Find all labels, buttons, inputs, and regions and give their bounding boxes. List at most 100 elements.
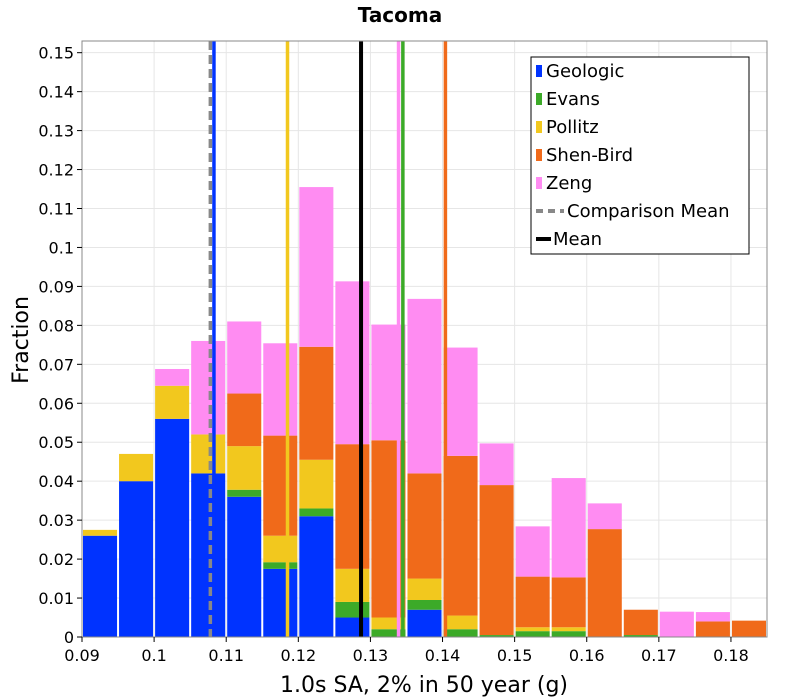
legend-swatch-evans xyxy=(536,93,542,105)
x-tick-label: 0.18 xyxy=(713,646,749,665)
legend-swatch-shen-bird xyxy=(536,149,542,161)
bar-pollitz-8 xyxy=(371,617,406,630)
legend-swatch-pollitz xyxy=(536,121,542,133)
bar-shen-bird-11 xyxy=(479,485,514,636)
bar-pollitz-5 xyxy=(263,535,298,563)
bar-pollitz-9 xyxy=(407,578,442,600)
x-tick-label: 0.13 xyxy=(353,646,389,665)
bar-geologic-3 xyxy=(191,473,226,637)
y-tick-label: 0.08 xyxy=(38,316,74,335)
x-tick-label: 0.12 xyxy=(281,646,317,665)
bar-pollitz-3 xyxy=(191,434,226,474)
bar-shen-bird-18 xyxy=(731,620,766,637)
y-tick-label: 0.05 xyxy=(38,433,74,452)
bar-evans-6 xyxy=(299,508,334,517)
bar-zeng-16 xyxy=(659,611,694,637)
legend-label-mean: Mean xyxy=(553,229,602,250)
bar-evans-12 xyxy=(515,631,550,637)
bar-zeng-14 xyxy=(587,503,622,530)
x-tick-label: 0.14 xyxy=(425,646,461,665)
x-tick-label: 0.17 xyxy=(641,646,677,665)
bar-zeng-11 xyxy=(479,443,514,486)
bar-geologic-2 xyxy=(155,418,190,637)
legend-box xyxy=(530,56,750,255)
legend: Geologic Evans Pollitz Shen-Bird Zeng Compari… xyxy=(530,56,750,255)
bar-evans-10 xyxy=(443,629,478,637)
bar-shen-bird-17 xyxy=(695,621,730,637)
bar-geologic-1 xyxy=(119,481,154,637)
bar-shen-bird-5 xyxy=(263,435,298,536)
x-tick-label: 0.09 xyxy=(64,646,100,665)
bar-zeng-8 xyxy=(371,324,406,441)
bar-zeng-10 xyxy=(443,347,478,456)
bar-zeng-17 xyxy=(695,612,730,622)
legend-label-zeng: Zeng xyxy=(546,173,592,194)
bar-pollitz-13 xyxy=(551,627,586,632)
bar-shen-bird-14 xyxy=(587,529,622,637)
y-tick-label: 0.15 xyxy=(38,44,74,63)
bar-shen-bird-8 xyxy=(371,440,406,618)
bar-evans-15 xyxy=(623,635,658,637)
bar-pollitz-10 xyxy=(443,615,478,630)
legend-label-evans: Evans xyxy=(546,89,600,110)
legend-swatch-geologic xyxy=(536,65,542,77)
x-tick-label: 0.16 xyxy=(569,646,605,665)
bar-shen-bird-7 xyxy=(335,444,370,569)
mean-lines xyxy=(208,41,448,637)
bar-shen-bird-4 xyxy=(227,393,262,447)
legend-swatch-zeng xyxy=(536,177,542,189)
x-tick-label: 0.15 xyxy=(497,646,533,665)
bar-pollitz-7 xyxy=(335,568,370,602)
bar-evans-4 xyxy=(227,489,262,497)
bar-zeng-3 xyxy=(191,340,226,435)
legend-label-shen-bird: Shen-Bird xyxy=(546,145,633,166)
y-tick-label: 0.12 xyxy=(38,161,74,180)
bar-geologic-4 xyxy=(227,496,262,637)
legend-label-pollitz: Pollitz xyxy=(546,117,599,138)
x-tick-label: 0.1 xyxy=(141,646,166,665)
bar-zeng-6 xyxy=(299,187,334,347)
bar-evans-9 xyxy=(407,599,442,610)
plot-area-frame xyxy=(81,40,768,638)
bar-shen-bird-12 xyxy=(515,576,550,628)
bar-shen-bird-9 xyxy=(407,473,442,579)
bar-zeng-4 xyxy=(227,321,262,394)
bar-evans-13 xyxy=(551,631,586,637)
axes: 0 0.01 0.02 0.03 0.04 0.05 0.06 0.07 0.08 0.09 0.1… xyxy=(38,44,748,665)
y-tick-label: 0.07 xyxy=(38,355,74,374)
bar-geologic-7 xyxy=(335,617,370,637)
bar-evans-8 xyxy=(371,629,406,637)
histogram-bars xyxy=(83,187,766,637)
y-axis-label: Fraction xyxy=(9,296,34,384)
y-tick-label: 0.02 xyxy=(38,550,74,569)
bar-zeng-7 xyxy=(335,281,370,445)
bar-pollitz-2 xyxy=(155,385,190,419)
bar-shen-bird-15 xyxy=(623,609,658,636)
chart-title: Tacoma xyxy=(358,3,443,27)
bar-zeng-2 xyxy=(155,368,190,386)
y-tick-label: 0.09 xyxy=(38,277,74,296)
bar-evans-7 xyxy=(335,601,370,618)
bar-shen-bird-10 xyxy=(443,455,478,616)
legend-label-comparison-mean: Comparison Mean xyxy=(567,201,730,222)
bar-evans-11 xyxy=(479,635,514,637)
bar-pollitz-1 xyxy=(119,453,154,482)
bar-pollitz-12 xyxy=(515,627,550,632)
bar-zeng-9 xyxy=(407,298,442,474)
bar-shen-bird-6 xyxy=(299,346,334,460)
bar-zeng-13 xyxy=(551,478,586,578)
y-tick-label: 0.01 xyxy=(38,589,74,608)
bar-zeng-12 xyxy=(515,526,550,577)
bar-evans-5 xyxy=(263,562,298,569)
bar-geologic-0 xyxy=(83,535,118,637)
bar-pollitz-4 xyxy=(227,446,262,490)
x-axis-label: 1.0s SA, 2% in 50 year (g) xyxy=(280,673,568,698)
y-tick-label: 0.13 xyxy=(38,122,74,141)
y-tick-label: 0.1 xyxy=(49,238,74,257)
y-tick-label: 0.11 xyxy=(38,200,74,219)
bar-zeng-5 xyxy=(263,343,298,436)
y-tick-label: 0.03 xyxy=(38,511,74,530)
bar-geologic-5 xyxy=(263,568,298,637)
bar-geologic-9 xyxy=(407,609,442,637)
